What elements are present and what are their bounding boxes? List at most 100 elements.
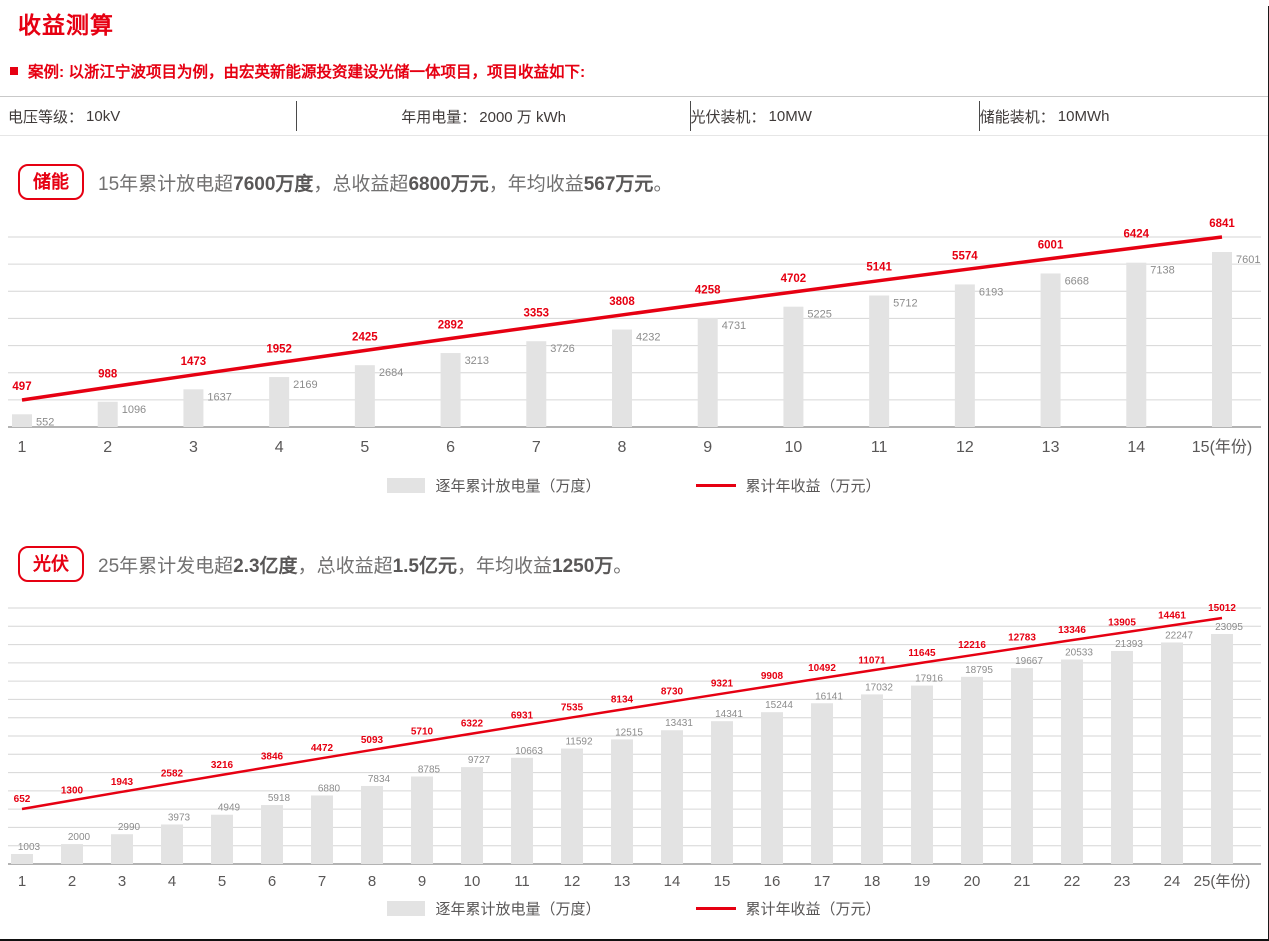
svg-text:7: 7 — [318, 873, 326, 890]
headline-segment: 1250万 — [552, 555, 614, 577]
bar — [211, 814, 233, 864]
pv-badge: 光伏 — [18, 546, 84, 582]
svg-text:3216: 3216 — [211, 760, 234, 771]
svg-text:2892: 2892 — [438, 319, 464, 331]
svg-text:14341: 14341 — [715, 709, 743, 720]
info-cell-annual-consumption: 年用电量： 2000 万 kWh — [297, 97, 689, 135]
headline-segment: 2.3亿度 — [233, 555, 298, 577]
svg-text:9727: 9727 — [468, 755, 491, 766]
svg-text:10663: 10663 — [515, 746, 543, 757]
bar — [961, 676, 983, 864]
bar — [12, 414, 32, 427]
svg-text:13: 13 — [614, 873, 631, 890]
bar — [1061, 659, 1083, 864]
svg-text:13905: 13905 — [1108, 618, 1136, 629]
svg-text:2582: 2582 — [161, 768, 184, 779]
svg-text:6931: 6931 — [511, 710, 534, 721]
svg-text:18: 18 — [864, 873, 881, 890]
svg-text:12: 12 — [564, 873, 581, 890]
bar — [1040, 273, 1061, 427]
bar-series — [11, 634, 1233, 864]
svg-text:4232: 4232 — [636, 332, 660, 344]
headline-segment: 1.5亿元 — [392, 555, 457, 577]
svg-text:25(年份): 25(年份) — [1194, 873, 1251, 890]
divider — [978, 101, 980, 131]
legend-label: 累计年收益（万元） — [745, 901, 881, 918]
svg-text:9908: 9908 — [761, 671, 784, 682]
bar — [261, 805, 283, 864]
bar — [354, 365, 375, 427]
svg-text:16141: 16141 — [815, 691, 843, 702]
svg-text:1637: 1637 — [207, 391, 231, 403]
storage-section-header: 储能 15年累计放电超7600万度，总收益超6800万元，年均收益567万元。 — [18, 164, 1268, 200]
bar — [161, 824, 183, 864]
x-axis-ticks: 1 2 3 4 5 6 7 8 9 10 11 12 13 14 15 16 17 18 19 20 21 22 23 24 2… — [18, 873, 1251, 890]
svg-text:4949: 4949 — [218, 803, 241, 814]
bar — [1011, 668, 1033, 864]
svg-text:7601: 7601 — [1236, 254, 1260, 266]
svg-text:5918: 5918 — [268, 793, 291, 804]
svg-text:6: 6 — [446, 439, 455, 456]
svg-text:15: 15 — [714, 873, 731, 890]
svg-text:652: 652 — [14, 794, 31, 805]
svg-text:11592: 11592 — [565, 737, 593, 748]
svg-text:12216: 12216 — [958, 640, 986, 651]
svg-text:14: 14 — [1127, 439, 1145, 456]
bar — [111, 834, 133, 864]
svg-text:22: 22 — [1064, 873, 1081, 890]
legend-label: 累计年收益（万元） — [745, 478, 881, 495]
slide: { "page": { "title": "收益测算" }, "case_lin… — [0, 6, 1269, 941]
svg-text:2684: 2684 — [379, 367, 403, 379]
bar — [811, 703, 833, 864]
svg-text:6668: 6668 — [1065, 275, 1089, 287]
svg-text:4731: 4731 — [722, 320, 746, 332]
svg-text:1943: 1943 — [111, 777, 134, 788]
page-title: 收益测算 — [18, 12, 114, 38]
svg-text:6322: 6322 — [461, 719, 484, 730]
bar-value-labels: 552 1096 1637 2169 2684 3213 3726 4232 4731 5225 5… — [36, 254, 1260, 428]
bar-swatch-icon — [387, 901, 426, 916]
info-label: 光伏装机： — [690, 108, 766, 126]
svg-text:5574: 5574 — [952, 251, 978, 263]
line-value-labels: 497 988 1473 1952 2425 2892 3353 3808 4258 4702 51… — [12, 218, 1235, 393]
svg-text:3: 3 — [189, 439, 198, 456]
svg-text:5141: 5141 — [866, 262, 892, 274]
legend-label: 逐年累计放电量（万度） — [435, 478, 601, 495]
bar — [511, 757, 533, 864]
svg-text:5225: 5225 — [807, 309, 831, 321]
svg-text:20: 20 — [964, 873, 981, 890]
svg-text:1473: 1473 — [181, 356, 207, 368]
info-label: 年用电量： — [401, 108, 477, 126]
svg-text:21: 21 — [1014, 873, 1031, 890]
svg-text:1: 1 — [18, 439, 27, 456]
gridlines — [8, 607, 1261, 847]
svg-text:15012: 15012 — [1208, 603, 1236, 614]
bar — [1212, 252, 1232, 427]
legend-label: 逐年累计放电量（万度） — [435, 901, 601, 918]
svg-text:9321: 9321 — [711, 679, 734, 690]
bar — [954, 284, 975, 427]
svg-text:3726: 3726 — [550, 343, 574, 355]
svg-text:15244: 15244 — [765, 700, 793, 711]
svg-text:1300: 1300 — [61, 785, 84, 796]
info-cell-pv-capacity: 光伏装机： 10MW — [691, 97, 979, 135]
pv-chart: 1003200029903973494959186880783487859727… — [8, 603, 1261, 890]
svg-text:3213: 3213 — [465, 355, 489, 367]
svg-text:5: 5 — [218, 873, 226, 890]
svg-text:17032: 17032 — [865, 682, 893, 693]
svg-text:497: 497 — [12, 381, 31, 393]
info-label: 电压等级： — [8, 108, 84, 126]
headline-segment: 7600万度 — [233, 173, 314, 195]
bar — [612, 329, 632, 427]
svg-text:8730: 8730 — [661, 687, 684, 698]
svg-text:10492: 10492 — [808, 663, 836, 674]
headline-segment: ，年均收益 — [488, 173, 584, 195]
svg-text:3973: 3973 — [168, 812, 191, 823]
bullet-square-icon — [10, 67, 18, 75]
bar — [1211, 634, 1233, 864]
svg-text:11: 11 — [514, 873, 530, 890]
bar-series — [12, 252, 1232, 427]
svg-text:19667: 19667 — [1015, 656, 1043, 667]
divider — [689, 101, 691, 131]
storage-chart-legend: 逐年累计放电量（万度） 累计年收益（万元） — [0, 475, 1268, 496]
